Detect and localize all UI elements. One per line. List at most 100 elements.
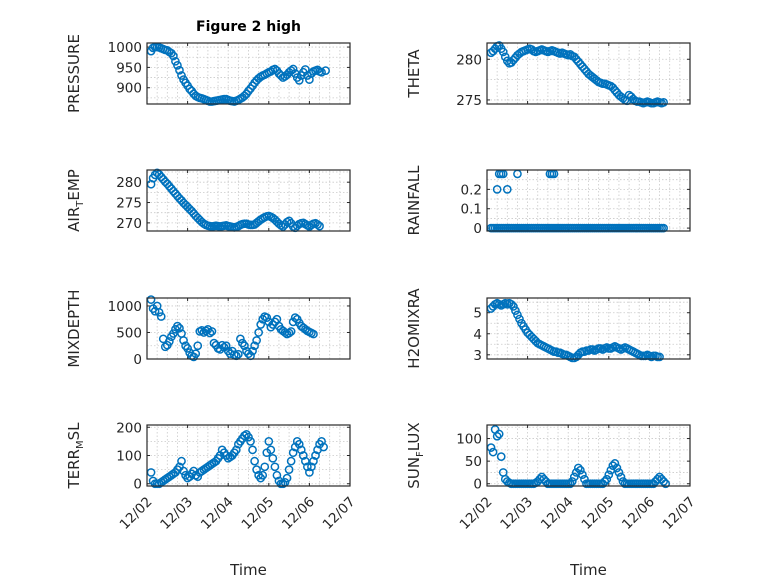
data-point xyxy=(616,472,626,482)
data-point xyxy=(296,445,306,455)
data-point xyxy=(488,447,498,457)
data-point xyxy=(173,321,182,331)
data-point xyxy=(160,342,170,352)
data-point xyxy=(502,185,512,194)
y-axis-label: MIXDEPTH xyxy=(65,289,83,367)
data-point xyxy=(576,465,585,475)
data-point xyxy=(569,472,579,482)
data-point xyxy=(221,341,231,351)
data-point xyxy=(191,349,201,359)
data-point xyxy=(659,477,668,486)
data-point xyxy=(240,431,249,441)
data-point xyxy=(659,98,668,107)
x-tick-label: 12/06 xyxy=(619,494,658,533)
data-point xyxy=(298,451,308,460)
y-tick-label: 500 xyxy=(116,325,142,341)
plot-frame xyxy=(486,424,691,487)
data-point xyxy=(303,71,312,80)
data-point xyxy=(268,453,278,463)
data-point xyxy=(507,299,516,309)
x-tick-label: 12/07 xyxy=(660,494,699,533)
data-point xyxy=(288,64,298,74)
data-point xyxy=(319,442,328,452)
y-axis-label: TERRMSL xyxy=(65,422,86,490)
data-point xyxy=(244,86,253,96)
data-point xyxy=(240,341,249,351)
data-point xyxy=(169,329,178,338)
data-point xyxy=(264,437,274,446)
y-tick-label: 280 xyxy=(116,175,142,191)
data-point xyxy=(502,56,512,66)
data-point xyxy=(574,463,583,473)
data-point xyxy=(252,336,261,345)
data-point xyxy=(234,349,243,359)
data-point xyxy=(661,479,670,489)
data-point xyxy=(321,66,330,76)
panel-h2omixra: 3 4 5 H2OMIXRA xyxy=(405,288,691,369)
data-point xyxy=(492,431,502,441)
panel-pressure: 900 950 1000 PRESSURE Figure 2 high xyxy=(65,19,351,113)
data-point xyxy=(578,470,587,480)
data-point xyxy=(290,313,300,322)
plot-frame xyxy=(146,424,351,487)
data-point xyxy=(256,320,266,329)
y-tick-label: 0 xyxy=(133,477,142,493)
data-point xyxy=(492,185,502,194)
plot-frame xyxy=(146,169,351,232)
plot-frame xyxy=(486,42,691,105)
panel-sun-flux: 0 50 100 12/02 12/03 12/04 12/05 12/06 12/07 Time… xyxy=(405,422,698,579)
data-point xyxy=(244,432,253,442)
data-point xyxy=(175,65,184,75)
y-tick-label: 275 xyxy=(116,196,142,212)
y-tick-label: 275 xyxy=(456,93,482,109)
plot-frame xyxy=(486,297,691,360)
y-tick-label: 1000 xyxy=(108,40,142,56)
data-point xyxy=(209,338,219,348)
data-point xyxy=(565,479,575,489)
y-tick-label: 200 xyxy=(116,420,142,436)
data-point xyxy=(154,307,164,317)
y-tick-label: 5 xyxy=(473,306,482,322)
x-tick-label: 12/03 xyxy=(157,494,196,533)
x-tick-label: 12/07 xyxy=(320,494,359,533)
panel-mixdepth: 0 500 1000 MIXDEPTH xyxy=(65,289,351,368)
data-point xyxy=(305,468,314,477)
data-point xyxy=(655,352,664,362)
data-point xyxy=(515,314,524,324)
y-tick-label: 50 xyxy=(465,454,482,470)
y-axis-label: H2OMIXRA xyxy=(405,288,423,369)
y-axis-label: AIRTEMP xyxy=(65,169,86,232)
y-axis-label: PRESSURE xyxy=(65,34,83,113)
y-tick-label: 0.2 xyxy=(461,182,482,198)
plot-area xyxy=(486,169,691,232)
data-point xyxy=(303,462,312,472)
x-tick-label: 12/02 xyxy=(117,494,156,533)
y-tick-label: 900 xyxy=(116,81,142,97)
x-tick-label: 12/06 xyxy=(279,494,318,533)
data-point xyxy=(513,310,522,320)
data-point xyxy=(511,306,520,315)
y-tick-label: 0 xyxy=(133,352,142,368)
y-tick-label: 270 xyxy=(116,216,142,232)
data-point xyxy=(250,456,259,466)
data-point xyxy=(300,456,310,466)
data-point xyxy=(175,323,184,333)
y-tick-label: 0 xyxy=(473,221,482,237)
y-tick-label: 280 xyxy=(456,52,482,68)
data-point xyxy=(288,448,298,458)
data-point xyxy=(294,76,304,85)
data-point xyxy=(307,462,316,472)
data-point xyxy=(284,328,294,338)
data-point xyxy=(177,71,186,80)
data-point xyxy=(309,329,318,339)
y-axis-label: SUNFLUX xyxy=(405,422,426,488)
data-point xyxy=(156,312,166,321)
data-point xyxy=(294,439,304,449)
data-point xyxy=(217,340,227,350)
data-point xyxy=(171,56,180,66)
x-axis-label: Time xyxy=(229,561,267,579)
data-point xyxy=(193,472,203,482)
data-point xyxy=(205,328,215,338)
panel-terr-msl: 0 100 200 12/02 12/03 12/04 12/05 12/06 12/07 Tim… xyxy=(65,420,358,579)
data-point xyxy=(231,445,241,455)
